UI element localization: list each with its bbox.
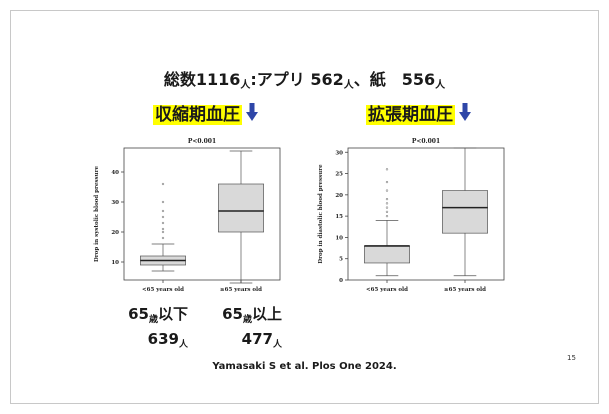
old-age: 65 [222,305,243,323]
citation: Yamasaki S et al. Plos One 2024. [212,361,397,372]
outlier-point [161,200,165,204]
young-n-unit: 人 [178,340,188,350]
box-iqr [218,183,264,233]
systolic-title-text: 収縮期血圧 [153,104,242,125]
outlier-point [385,168,389,171]
y-tick-label: 25 [335,172,343,178]
headline: 総数1116人:アプリ 562人、紙 556人 [0,66,609,91]
y-tick-label: 10 [335,235,343,241]
y-tick-label: 30 [335,150,343,156]
outlier-point [161,209,165,213]
x-tick-label: <65 years old [142,287,184,293]
diastolic-title: 拡張期血圧 [366,103,471,126]
young-range: 以下 [157,305,188,323]
young-age: 65 [128,305,149,323]
app-count: アプリ 562 [256,70,344,89]
outlier-point [161,215,165,219]
separator: : [250,70,257,89]
young-age-unit: 歳 [148,315,158,325]
slide-frame [10,10,599,404]
old-range: 以上 [251,305,282,323]
down-arrow-icon [246,103,258,126]
y-tick-label: 20 [111,230,119,236]
diastolic-boxplot: P<0.001 Drop in diastolic blood pressure 0… [318,138,505,293]
p-value-label: P<0.001 [412,138,440,145]
group-label-old: 65歳以上 477人 [196,305,282,355]
systolic-boxplot: P<0.001 Drop in systolic blood pressure 10… [94,138,281,293]
young-n: 639 [147,330,179,348]
plot-frame [123,147,281,281]
outlier-point [385,180,389,184]
outlier-point [385,206,389,209]
app-unit: 人 [343,80,354,91]
total-count: 総数1116 [163,70,241,89]
outlier-point [385,210,389,214]
y-tick-label: 0 [339,278,343,284]
y-tick-label: 5 [339,257,343,263]
plot-frame [347,147,505,281]
box-iqr [442,190,488,234]
y-axis-label: Drop in systolic blood pressure [94,166,100,263]
systolic-title: 収縮期血圧 [153,103,258,126]
page-number: 15 [567,354,576,362]
comma: 、 [353,70,370,89]
y-tick-label: 20 [335,193,343,199]
old-n: 477 [241,330,273,348]
x-tick-label: ≥65 years old [444,287,486,293]
y-tick-label: 30 [111,200,119,206]
x-tick-label: <65 years old [366,287,408,293]
y-tick-label: 10 [111,260,119,266]
diastolic-title-text: 拡張期血圧 [366,104,455,125]
y-tick-label: 15 [335,214,343,220]
outlier-point [385,214,389,218]
box-iqr [364,245,410,264]
outlier-point [385,189,389,192]
outlier-point [161,230,165,234]
paper-unit: 人 [435,80,446,91]
paper-count: 紙 556 [369,70,436,89]
y-axis-label: Drop in diastolic blood pressure [318,164,324,264]
outlier-point [161,182,165,186]
outlier-point [161,236,165,240]
total-unit: 人 [240,80,251,91]
outlier-point [385,197,389,201]
p-value-label: P<0.001 [188,138,216,145]
outlier-point [385,202,389,205]
y-tick-label: 40 [111,170,119,176]
old-n-unit: 人 [272,340,282,350]
outlier-point [161,221,165,225]
down-arrow-icon [459,103,471,126]
group-label-young: 65歳以下 639人 [112,305,188,355]
outlier-point [161,227,165,231]
x-tick-label: ≥65 years old [220,287,262,293]
old-age-unit: 歳 [242,315,252,325]
